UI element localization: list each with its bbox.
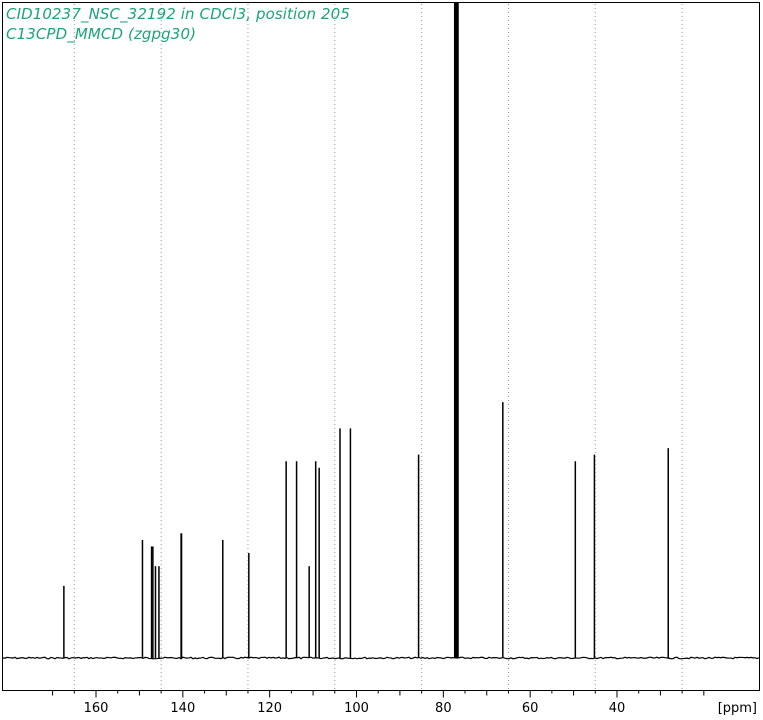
chart-title: CID10237_NSC_32192 in CDCl3, position 20…	[6, 5, 350, 23]
x-tick-label: 120	[257, 701, 282, 716]
x-tick-label: 140	[170, 701, 195, 716]
x-tick-labels: 160 140 120 100 80 60 40	[84, 701, 626, 716]
x-axis-label: [ppm]	[718, 701, 757, 716]
baseline-trace	[2, 656, 760, 660]
x-tick-label: 80	[435, 701, 452, 716]
peak-group	[63, 2, 669, 658]
x-tick-label: 60	[522, 701, 539, 716]
x-tick-label: 40	[609, 701, 626, 716]
x-tick-label: 100	[344, 701, 369, 716]
x-axis	[2, 690, 760, 698]
grid-lines	[73, 4, 683, 689]
spectrum-baseline	[2, 656, 760, 660]
plot-frame	[2, 2, 760, 691]
x-tick-label: 160	[84, 701, 109, 716]
chart-subtitle: C13CPD_MMCD (zgpg30)	[6, 25, 197, 43]
